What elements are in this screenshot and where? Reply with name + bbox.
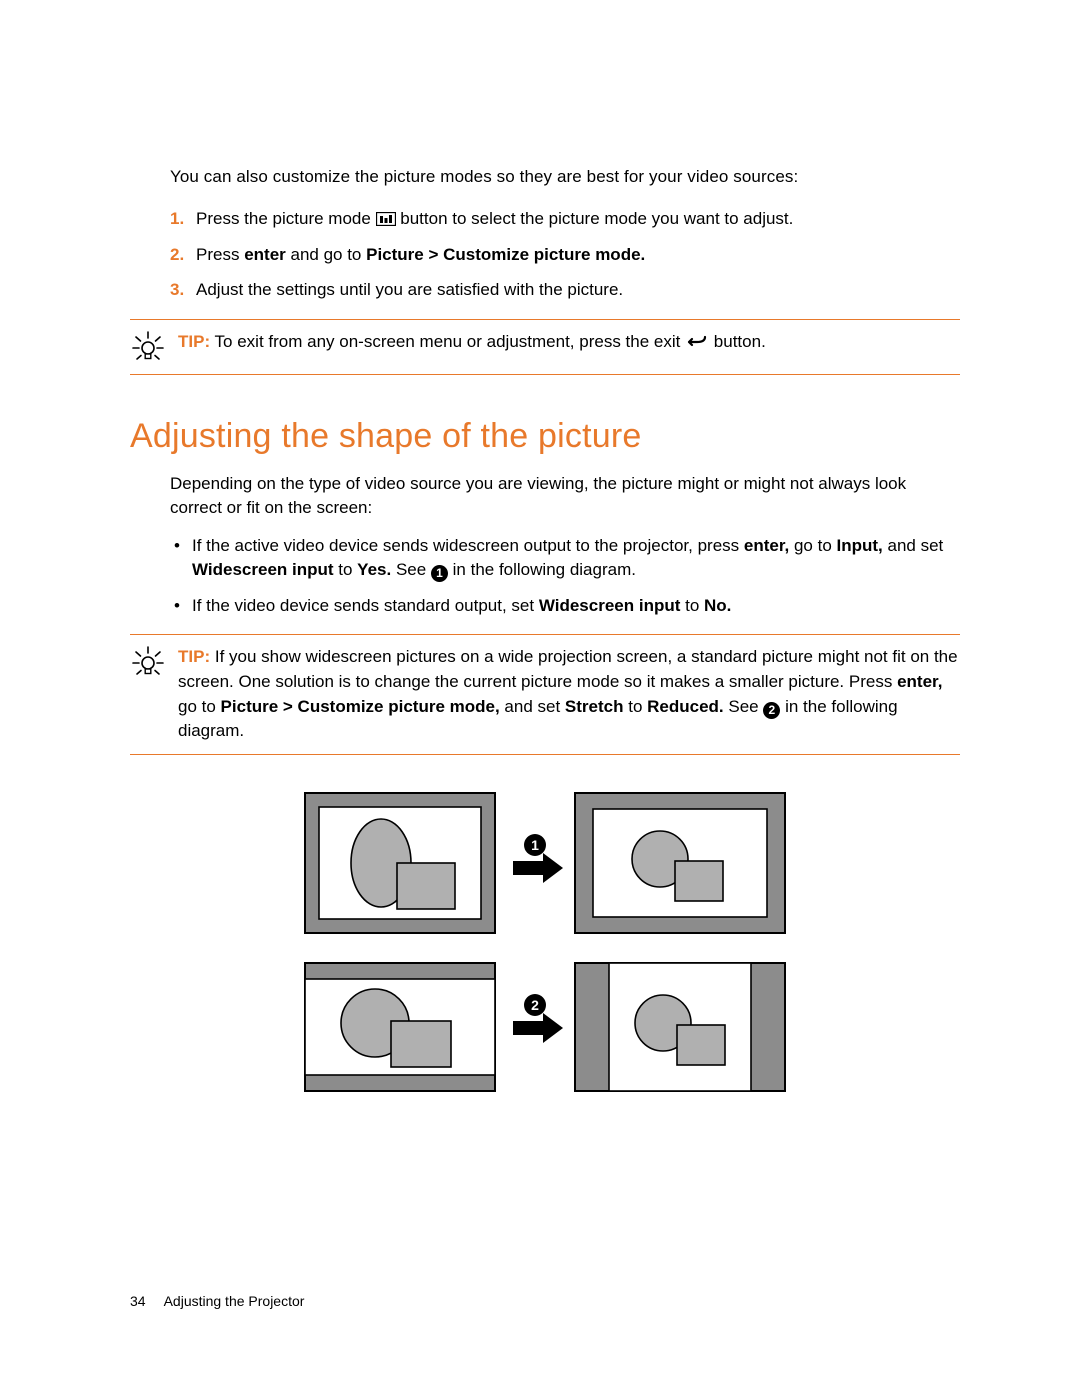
step-2: 2. Press enter and go to Picture > Custo… <box>170 243 960 268</box>
circled-number-1: 1 <box>431 565 448 582</box>
arrow-2: 2 <box>513 994 563 1043</box>
tip-label: TIP: <box>178 647 210 666</box>
panel-1-right <box>575 793 785 933</box>
section-intro: Depending on the type of video source yo… <box>170 472 960 520</box>
svg-text:2: 2 <box>531 997 539 1013</box>
picture-mode-icon <box>376 209 396 234</box>
exit-icon <box>685 332 709 357</box>
section-heading: Adjusting the shape of the picture <box>130 417 960 456</box>
page-footer: 34 Adjusting the Projector <box>130 1293 304 1309</box>
panel-1-left <box>305 793 495 933</box>
circled-number-2: 2 <box>763 702 780 719</box>
step-number: 3. <box>170 278 196 303</box>
arrow-1: 1 <box>513 834 563 883</box>
bullet-dot: • <box>170 594 192 618</box>
tip-label: TIP: <box>178 332 210 351</box>
step-1: 1. Press the picture mode button to sele… <box>170 207 960 234</box>
step-number: 1. <box>170 207 196 234</box>
step-text: Press the picture mode button to select … <box>196 207 960 234</box>
lightbulb-icon <box>130 330 166 364</box>
panel-2-right <box>575 963 785 1091</box>
bullet-1: • If the active video device sends wides… <box>170 534 960 582</box>
step-text: Adjust the settings until you are satisf… <box>196 278 960 303</box>
aspect-diagram: 1 2 <box>130 783 960 1103</box>
ordered-steps: 1. Press the picture mode button to sele… <box>170 207 960 303</box>
bullet-text: If the video device sends standard outpu… <box>192 594 731 618</box>
step-text: Press enter and go to Picture > Customiz… <box>196 243 960 268</box>
manual-page: You can also customize the picture modes… <box>0 0 1080 1397</box>
bullet-text: If the active video device sends widescr… <box>192 534 960 582</box>
tip-text: TIP: If you show widescreen pictures on … <box>178 645 960 744</box>
tip-callout-1: TIP: To exit from any on-screen menu or … <box>130 319 960 375</box>
footer-section: Adjusting the Projector <box>164 1293 305 1309</box>
lightbulb-icon <box>130 645 166 679</box>
bullet-2: • If the video device sends standard out… <box>170 594 960 618</box>
intro-text: You can also customize the picture modes… <box>170 165 960 189</box>
page-number: 34 <box>130 1293 146 1309</box>
svg-text:1: 1 <box>531 837 539 853</box>
bullet-list: • If the active video device sends wides… <box>170 534 960 618</box>
step-3: 3. Adjust the settings until you are sat… <box>170 278 960 303</box>
panel-2-left <box>305 963 495 1091</box>
step-number: 2. <box>170 243 196 268</box>
tip-text: TIP: To exit from any on-screen menu or … <box>178 330 960 357</box>
bullet-dot: • <box>170 534 192 582</box>
tip-callout-2: TIP: If you show widescreen pictures on … <box>130 634 960 755</box>
